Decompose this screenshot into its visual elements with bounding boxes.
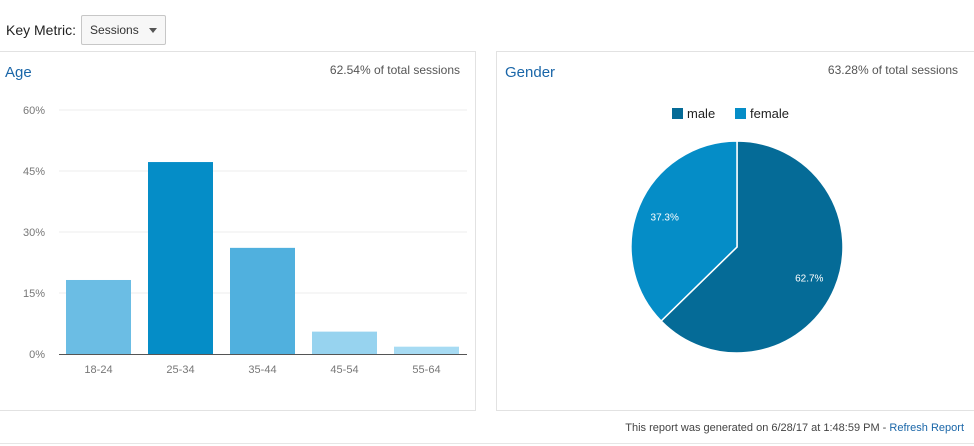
toolbar: Key Metric: Sessions [0,14,166,46]
slice-label-male: 62.7% [795,273,823,284]
key-metric-label: Key Metric: [6,22,77,38]
age-panel: Age 62.54% of total sessions 0% 15% 30% 45%… [0,51,476,411]
y-tick-label: 45% [23,166,45,178]
report-footer: This report was generated on 6/28/17 at … [625,422,964,434]
y-tick-label: 60% [23,105,45,117]
y-tick-label: 0% [29,349,45,361]
legend-swatch-male [672,108,683,119]
gender-pie-chart: male female 62.7% 37.3% [630,106,844,354]
age-title: Age [5,64,32,81]
slice-male[interactable] [660,140,844,354]
age-subtitle: 62.54% of total sessions [329,63,460,77]
gender-title: Gender [505,64,556,81]
bar-45-54[interactable] [312,331,377,354]
x-tick-label: 18-24 [84,364,112,376]
refresh-report-link[interactable]: Refresh Report [889,422,964,434]
legend-label-female: female [750,106,789,121]
bar-35-44[interactable] [230,247,295,354]
key-metric-dropdown[interactable]: Sessions [81,15,166,45]
legend-label-male: male [687,106,715,121]
age-bar-chart: 0% 15% 30% 45% 60% 18-24 25-34 35-44 45-54 55-64 [23,105,467,376]
bar-25-34[interactable] [148,162,213,354]
x-tick-label: 55-64 [412,364,440,376]
gender-panel: Gender 63.28% of total sessions male fema… [496,51,974,411]
x-tick-label: 45-54 [330,364,358,376]
y-tick-label: 30% [23,227,45,239]
x-tick-label: 25-34 [166,364,194,376]
y-tick-label: 15% [23,288,45,300]
key-metric-value: Sessions [90,23,139,37]
slice-label-female: 37.3% [651,213,679,224]
bar-18-24[interactable] [66,279,131,354]
x-tick-label: 35-44 [248,364,276,376]
footer-divider [0,443,974,444]
gender-subtitle: 63.28% of total sessions [827,63,958,77]
legend-swatch-female [735,108,746,119]
bar-55-64[interactable] [394,346,459,354]
chevron-down-icon [148,27,157,33]
generated-text: This report was generated on 6/28/17 at … [625,422,890,434]
slice-female[interactable] [630,140,738,323]
